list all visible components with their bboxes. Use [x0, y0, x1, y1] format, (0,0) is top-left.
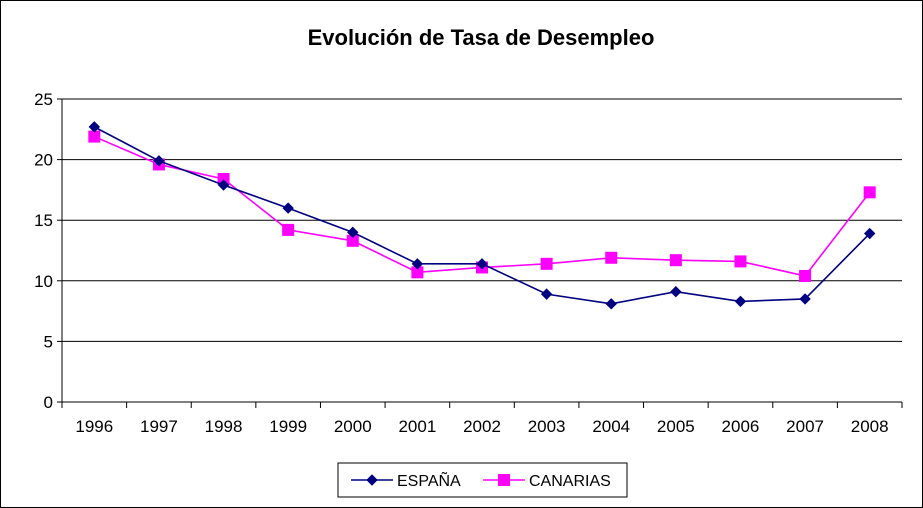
legend-label: ESPAÑA [397, 470, 461, 490]
data-point [153, 155, 165, 167]
data-point [282, 202, 294, 214]
x-tick-label: 1998 [205, 417, 243, 436]
series-lines [88, 121, 876, 310]
data-point [476, 258, 488, 270]
data-point [605, 298, 617, 310]
grid-lines [62, 98, 902, 342]
x-tick-label: 1996 [75, 417, 113, 436]
x-tick-label: 2002 [463, 417, 501, 436]
data-point [540, 257, 553, 270]
series-espa-a [88, 121, 876, 310]
x-tick-label: 2003 [528, 417, 566, 436]
axes: 0 5 10 15 20 25 1996 1997 1998 1999 2000 2001 2002 20… [34, 90, 903, 436]
series-line [93, 135, 871, 277]
legend-entry: CANARIAS [483, 473, 611, 490]
data-point [540, 288, 553, 300]
legend-entry: ESPAÑA [351, 470, 461, 490]
data-point [88, 121, 101, 133]
data-point [88, 130, 101, 143]
data-point [734, 255, 747, 268]
data-point [799, 293, 811, 305]
y-tick-label: 0 [44, 393, 53, 412]
legend-label: CANARIAS [529, 473, 611, 490]
y-tick-label: 15 [34, 211, 53, 230]
x-tick-label: 2008 [851, 417, 889, 436]
data-point [863, 186, 876, 199]
x-tick-label: 2005 [657, 417, 695, 436]
chart-title: Evolución de Tasa de Desempleo [308, 25, 655, 50]
data-point [217, 179, 230, 191]
x-tick-label: 2004 [592, 417, 630, 436]
x-tick-label: 1997 [140, 417, 178, 436]
data-point [347, 226, 359, 239]
x-tick-label: 2006 [722, 417, 760, 436]
y-tick-label: 5 [44, 332, 53, 351]
data-point [411, 258, 424, 270]
data-point [863, 227, 876, 240]
data-point [799, 269, 812, 282]
data-point [282, 223, 295, 236]
data-point [734, 295, 747, 308]
y-tick-label: 20 [34, 151, 53, 170]
data-point [670, 286, 682, 298]
data-point [669, 254, 682, 267]
y-tick-label: 25 [34, 90, 53, 109]
x-tick-label: 1999 [269, 417, 307, 436]
x-tick-label: 2001 [398, 417, 436, 436]
x-tick-label: 2000 [334, 417, 372, 436]
legend: ESPAÑA CANARIAS [337, 462, 628, 498]
data-point [605, 251, 618, 264]
y-tick-label: 10 [34, 272, 53, 291]
legend-marker [498, 474, 510, 486]
x-tick-label: 2007 [786, 417, 824, 436]
series-line [93, 126, 871, 305]
legend-marker [366, 474, 378, 486]
